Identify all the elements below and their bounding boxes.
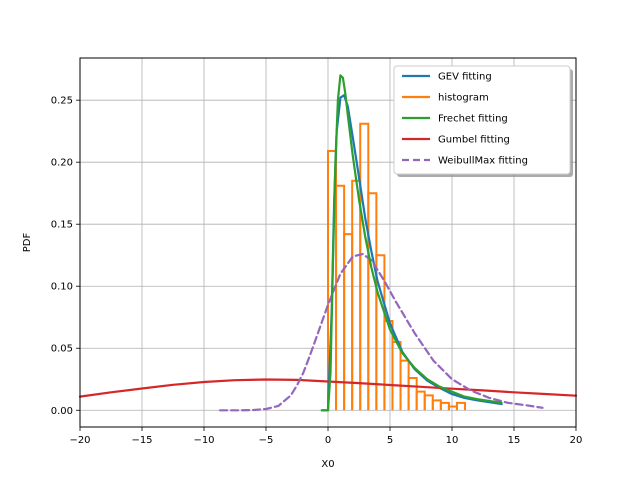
legend-label: Gumbel fitting xyxy=(438,135,510,146)
y-tick-label: 0.10 xyxy=(51,282,73,293)
fit-lines xyxy=(78,74,578,412)
legend-label: WeibullMax fitting xyxy=(438,156,528,167)
legend-label: GEV fitting xyxy=(438,72,492,83)
histogram-bar xyxy=(431,399,442,411)
y-axis-label: PDF xyxy=(22,233,33,253)
x-tick-label: −15 xyxy=(131,435,152,446)
x-tick-label: 0 xyxy=(325,435,331,446)
histogram-bars xyxy=(327,122,467,411)
y-tick-label: 0.25 xyxy=(51,96,73,107)
legend-label: Frechet fitting xyxy=(438,114,508,125)
histogram-bar xyxy=(423,394,434,411)
series-line-frechet-fitting xyxy=(320,74,503,412)
histogram-bar xyxy=(351,179,362,411)
y-tick-label: 0.05 xyxy=(51,344,73,355)
histogram-bar xyxy=(335,184,346,411)
y-tick-label: 0.20 xyxy=(51,158,73,169)
x-tick-label: 5 xyxy=(387,435,393,446)
histogram-bar xyxy=(407,377,418,411)
histogram-bar xyxy=(367,192,378,411)
y-tick-label: 0.00 xyxy=(51,406,73,417)
histogram-bar xyxy=(447,405,458,411)
x-tick-label: −5 xyxy=(259,435,274,446)
legend-label: histogram xyxy=(438,93,489,104)
y-tick-label: 0.15 xyxy=(51,220,73,231)
histogram-bar xyxy=(415,390,426,411)
x-tick-label: −20 xyxy=(69,435,90,446)
histogram-bar xyxy=(391,341,402,411)
histogram-bar xyxy=(359,122,370,411)
legend: GEV fitting histogram Frechet fitting Gumbe… xyxy=(393,65,573,177)
legend-box xyxy=(393,65,571,175)
x-tick-label: 20 xyxy=(570,435,583,446)
x-axis-label: X0 xyxy=(321,459,334,470)
x-tick-label: 10 xyxy=(446,435,459,446)
series-line-gumbel-fitting xyxy=(78,378,578,398)
histogram-bar xyxy=(455,401,467,411)
x-tick-label: 15 xyxy=(508,435,521,446)
x-tick-label: −10 xyxy=(193,435,214,446)
series-line-weibullmax-fitting xyxy=(219,252,544,412)
ticks: −20 −15 −10 −5 0 5 10 15 20 0.00 0.05 0.10 0.15 0.20 0… xyxy=(51,96,583,446)
histogram-bar xyxy=(439,401,450,411)
